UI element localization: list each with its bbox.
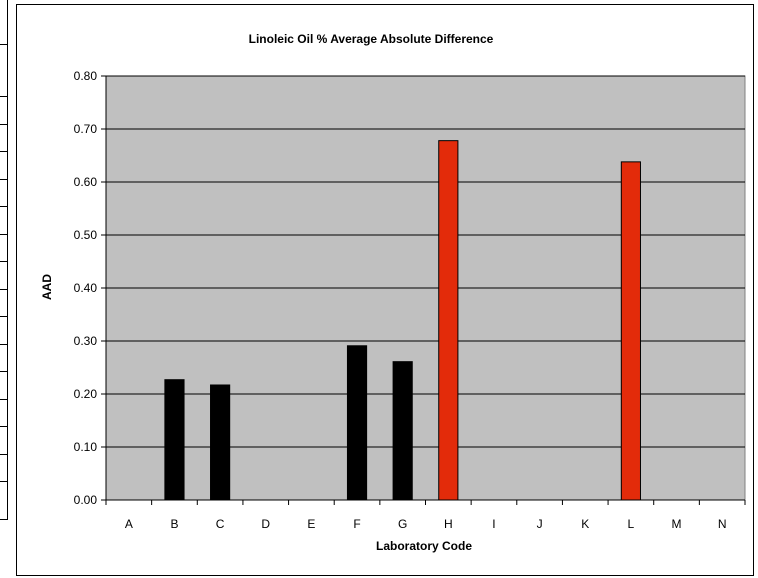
- y-tick-label: 0.10: [74, 440, 98, 454]
- sheet-edge-row-line: [0, 44, 8, 45]
- x-tick-label: D: [261, 517, 270, 531]
- x-tick-label: H: [444, 517, 453, 531]
- y-tick-label: 0.60: [74, 175, 98, 189]
- sheet-edge-row-line: [0, 179, 8, 180]
- y-tick-label: 0.00: [74, 493, 98, 507]
- bar-c: [210, 384, 231, 501]
- sheet-edge-row-line: [0, 519, 8, 520]
- spreadsheet-edge: [0, 0, 8, 520]
- x-tick-label: A: [125, 517, 133, 531]
- sheet-edge-row-line: [0, 289, 8, 290]
- sheet-edge-row-line: [0, 371, 8, 372]
- x-tick-label: E: [307, 517, 315, 531]
- y-tick-label: 0.50: [74, 228, 98, 242]
- x-tick-label: K: [581, 517, 589, 531]
- sheet-edge-row-line: [0, 454, 8, 455]
- bar-g: [392, 361, 413, 501]
- bar-b: [164, 379, 185, 501]
- bars: [164, 140, 641, 501]
- y-tick-label: 0.20: [74, 387, 98, 401]
- x-tick-label: I: [492, 517, 495, 531]
- x-tick-label: G: [398, 517, 407, 531]
- sheet-edge-row-line: [0, 124, 8, 125]
- sheet-edge-row-line: [0, 234, 8, 235]
- bar-l: [620, 161, 641, 501]
- x-tick-label: M: [672, 517, 682, 531]
- sheet-edge-row-line: [0, 399, 8, 400]
- y-tick-label: 0.30: [74, 334, 98, 348]
- y-tick-label: 0.40: [74, 281, 98, 295]
- sheet-edge-row-line: [0, 426, 8, 427]
- sheet-edge-row-line: [0, 261, 8, 262]
- sheet-edge-row-line: [0, 151, 8, 152]
- x-tick-label: J: [537, 517, 543, 531]
- x-tick-label: N: [718, 517, 727, 531]
- sheet-edge-row-line: [0, 481, 8, 482]
- chart-title: Linoleic Oil % Average Absolute Differen…: [249, 32, 494, 46]
- x-tick-label: L: [628, 517, 635, 531]
- y-axis-title: AAD: [40, 274, 54, 300]
- y-tick-label: 0.80: [74, 69, 98, 83]
- x-tick-label: F: [353, 517, 360, 531]
- x-axis-ticks: A B C D E F G H I J K L M N: [105, 499, 746, 531]
- bar-h: [438, 140, 459, 501]
- sheet-edge-border: [7, 0, 8, 520]
- bar-f: [346, 345, 368, 501]
- y-tick-label: 0.70: [74, 122, 98, 136]
- x-tick-label: C: [216, 517, 225, 531]
- x-tick-label: B: [170, 517, 178, 531]
- sheet-edge-row-line: [0, 316, 8, 317]
- sheet-edge-row-line: [0, 96, 8, 97]
- sheet-edge-row-line: [0, 206, 8, 207]
- x-axis-title: Laboratory Code: [376, 539, 472, 553]
- sheet-edge-row-line: [0, 344, 8, 345]
- y-axis-ticks: 0.00 0.10 0.20 0.30 0.40 0.50 0.60 0.70 0.80: [74, 69, 107, 507]
